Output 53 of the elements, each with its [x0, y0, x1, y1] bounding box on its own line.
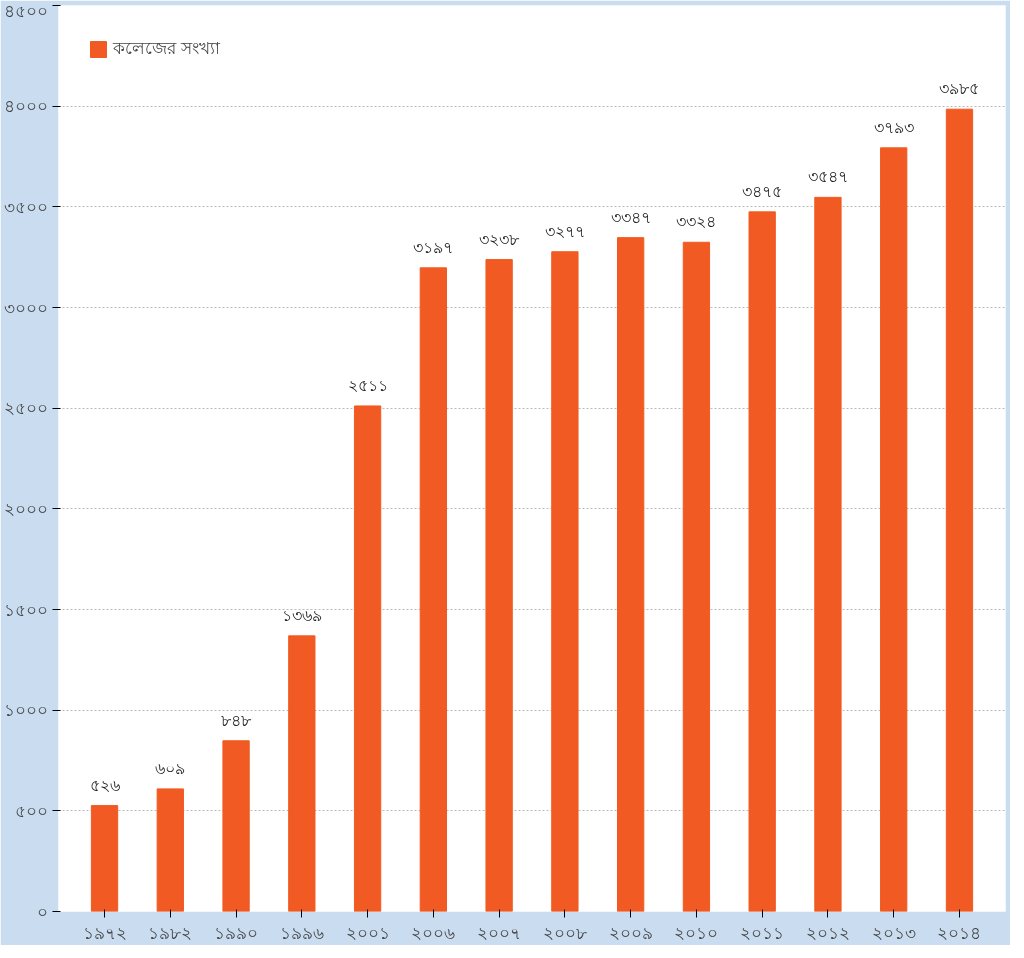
bar: [90, 805, 119, 912]
data-label: ৩৯৮৫: [939, 80, 980, 98]
bar: [419, 267, 448, 912]
y-tick-label: ৫০০: [14, 800, 48, 821]
x-tick-label: ২০১১: [740, 922, 785, 943]
data-label: ৫২৬: [89, 776, 120, 794]
data-label: ৩৭৯৩: [873, 118, 914, 136]
data-label: ৩৫৪৭: [807, 168, 848, 186]
legend-label: কলেজের সংখ্যা: [113, 37, 221, 60]
y-tick-label: ৪৫০০: [3, 0, 48, 21]
data-label: ৮৪৮: [221, 711, 253, 729]
bar: [551, 251, 579, 912]
bar: [353, 405, 382, 912]
y-tick-label: ২৫০০: [3, 398, 48, 419]
x-tick-label: ২০০৬: [411, 922, 456, 943]
data-label: ৩৩৪৭: [610, 208, 651, 226]
x-tick-label: ১৯৮২: [148, 922, 193, 943]
x-tick-label: ১৯৯৬: [279, 922, 324, 943]
data-label: ৩২৩৮: [479, 230, 521, 248]
x-tick-label: ২০১৩: [871, 922, 916, 943]
data-label: ৬০৯: [155, 759, 186, 777]
x-tick-label: ২০০৭: [477, 922, 522, 943]
bar: [748, 211, 776, 912]
bar: [156, 788, 184, 912]
x-tick-label: ২০১২: [805, 922, 850, 943]
y-tick-label: ৩০০০: [3, 297, 48, 318]
x-tick-label: ২০০৮: [542, 922, 587, 943]
data-label: ৩৪৭৫: [742, 182, 783, 200]
bar: [945, 108, 974, 912]
x-tick-label: ২০১০: [674, 922, 719, 943]
x-tick-label: ১৯৭২: [82, 922, 127, 943]
bar: [616, 237, 645, 912]
bar: [288, 635, 316, 912]
data-label: ৩৩২৪: [676, 213, 717, 231]
data-label: ৩১৯৭: [413, 238, 454, 256]
x-tick-label: ২০০১: [345, 922, 390, 943]
y-tick-label: ০: [36, 901, 48, 922]
y-tick-label: ১০০০: [3, 700, 48, 721]
bar: [222, 740, 250, 912]
data-label: ১৩৬৯: [281, 606, 322, 624]
bar: [814, 196, 842, 912]
data-label: ২৫১১: [347, 376, 388, 394]
y-tick-label: ২০০০: [3, 498, 48, 519]
x-tick-label: ১৯৯০: [214, 922, 259, 943]
y-tick-label: ১৫০০: [3, 599, 48, 620]
y-tick-label: ৩৫০০: [3, 196, 48, 217]
y-tick-label: ৪০০০: [3, 96, 48, 117]
bar: [485, 259, 513, 912]
bar: [880, 147, 908, 912]
x-tick-label: ২০১৪: [937, 922, 982, 943]
data-label: ৩২৭৭: [544, 222, 585, 240]
bar: [682, 241, 711, 912]
x-tick-label: ২০০৯: [608, 922, 653, 943]
